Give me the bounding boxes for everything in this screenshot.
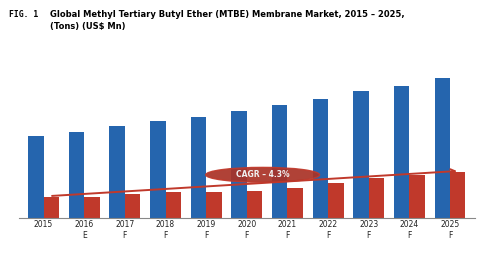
Bar xyxy=(434,78,450,218)
Bar xyxy=(409,175,425,218)
Bar xyxy=(353,91,369,218)
Bar xyxy=(394,86,409,218)
Bar xyxy=(369,178,384,218)
Bar xyxy=(84,197,100,218)
Text: CAGR – 4.3%: CAGR – 4.3% xyxy=(236,170,289,179)
Bar xyxy=(69,132,84,218)
Bar xyxy=(231,111,247,218)
Bar xyxy=(206,192,222,218)
Bar xyxy=(44,197,59,218)
Bar xyxy=(191,117,206,218)
Bar xyxy=(450,172,466,218)
Bar xyxy=(312,99,328,218)
Bar xyxy=(150,121,166,218)
Bar xyxy=(28,136,44,218)
Bar xyxy=(328,184,344,218)
Bar xyxy=(272,105,288,218)
Text: Global Methyl Tertiary Butyl Ether (MTBE) Membrane Market, 2015 – 2025,
(Tons) (: Global Methyl Tertiary Butyl Ether (MTBE… xyxy=(50,10,405,31)
Bar xyxy=(166,192,181,218)
Ellipse shape xyxy=(206,167,320,182)
Text: FIG. 1: FIG. 1 xyxy=(9,10,38,18)
Bar xyxy=(288,188,303,218)
Bar xyxy=(247,191,262,218)
Bar xyxy=(109,126,125,218)
Bar xyxy=(125,194,140,218)
